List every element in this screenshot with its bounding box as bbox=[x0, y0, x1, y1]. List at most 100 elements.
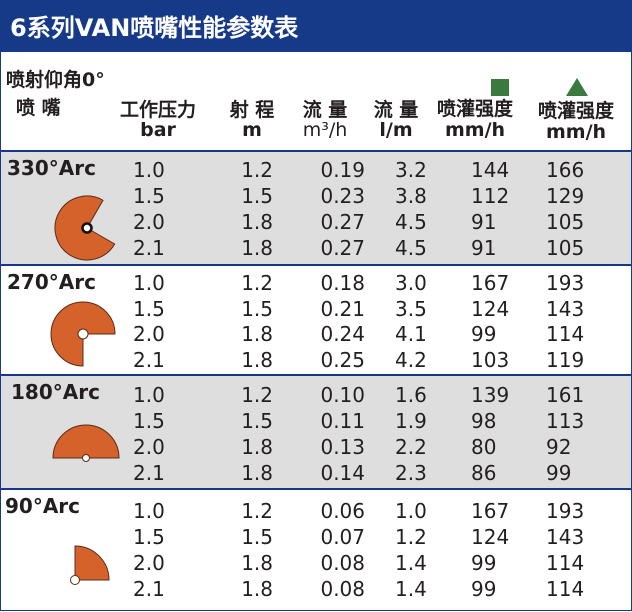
radius-cell: 1.5 bbox=[241, 409, 273, 433]
precip-square-header: 喷灌强度 bbox=[436, 98, 513, 120]
precip-square-cell: 80 bbox=[471, 435, 497, 459]
pressure-cell: 2.0 bbox=[133, 210, 165, 234]
green-triangle-icon bbox=[566, 78, 588, 96]
flow-lm-cell: 3.8 bbox=[395, 184, 427, 208]
radius-cell: 1.8 bbox=[241, 210, 273, 234]
precip-triangle-cell: 119 bbox=[546, 348, 585, 372]
trajectory-label: 喷射仰角0° bbox=[6, 69, 105, 91]
table-row: 1.5 1.5 0.21 3.5 124 143 bbox=[1, 296, 631, 322]
table-row: 1.0 1.2 0.10 1.6 139 161 bbox=[1, 382, 631, 408]
radius-cell: 1.8 bbox=[241, 551, 273, 575]
precip-square-cell: 98 bbox=[471, 409, 497, 433]
flow-lm-cell: 1.4 bbox=[395, 551, 427, 575]
arc-label: 180°Arc bbox=[11, 380, 100, 404]
precip-triangle-cell: 105 bbox=[546, 236, 585, 260]
arc-label: 330°Arc bbox=[7, 156, 96, 180]
pressure-cell: 2.0 bbox=[133, 551, 165, 575]
flow-m3-cell: 0.27 bbox=[320, 210, 365, 234]
precip-square-cell: 99 bbox=[471, 322, 497, 346]
section-270: 270°Arc 1.0 1.2 0.18 3.0 167 193 1.5 1.5… bbox=[1, 266, 631, 374]
pressure-cell: 1.0 bbox=[133, 158, 165, 182]
radius-cell: 1.8 bbox=[241, 236, 273, 260]
table-row: 1.0 1.2 0.06 1.0 167 193 bbox=[1, 498, 631, 524]
precip-triangle-cell: 114 bbox=[546, 577, 585, 601]
nozzle-header: 喷 嘴 bbox=[16, 97, 61, 119]
precip-triangle-cell: 166 bbox=[546, 158, 585, 182]
precip-square-cell: 91 bbox=[471, 210, 497, 234]
precip-square-cell: 139 bbox=[471, 383, 510, 407]
section-divider bbox=[1, 374, 631, 376]
table-row: 2.1 1.8 0.27 4.5 91 105 bbox=[1, 235, 631, 261]
precip-triangle-header: 喷灌强度 bbox=[537, 100, 614, 122]
flow-lm-cell: 1.4 bbox=[395, 577, 427, 601]
precip-square-cell: 144 bbox=[471, 158, 510, 182]
arc-270-icon bbox=[50, 301, 116, 367]
flow-lm-cell: 1.9 bbox=[395, 409, 427, 433]
precip-square-cell: 167 bbox=[471, 271, 510, 295]
flow-m3-unit: m³/h bbox=[302, 119, 348, 141]
arc-label: 90°Arc bbox=[5, 494, 81, 518]
flow-lm-cell: 3.5 bbox=[395, 297, 427, 321]
flow-lm-cell: 2.2 bbox=[395, 435, 427, 459]
precip-triangle-unit: mm/h bbox=[545, 121, 607, 143]
pressure-cell: 2.1 bbox=[133, 236, 165, 260]
flow-lm-cell: 1.0 bbox=[395, 499, 427, 523]
flow-m3-cell: 0.27 bbox=[320, 236, 365, 260]
flow-m3-cell: 0.25 bbox=[320, 348, 365, 372]
flow-m3-cell: 0.07 bbox=[320, 525, 365, 549]
precip-square-cell: 124 bbox=[471, 525, 510, 549]
pressure-cell: 2.0 bbox=[133, 322, 165, 346]
flow-m3-cell: 0.23 bbox=[320, 184, 365, 208]
arc-label: 270°Arc bbox=[7, 270, 96, 294]
arc-330-icon bbox=[54, 195, 116, 261]
section-330: 330°Arc 1.0 1.2 0.19 3.2 144 166 1.5 1.5… bbox=[1, 152, 631, 264]
flow-lm-cell: 2.3 bbox=[395, 461, 427, 485]
flow-m3-header: 流 量 bbox=[302, 99, 348, 121]
pressure-cell: 1.0 bbox=[133, 383, 165, 407]
table-row: 2.0 1.8 0.24 4.1 99 114 bbox=[1, 321, 631, 347]
precip-square-cell: 91 bbox=[471, 236, 497, 260]
flow-m3-cell: 0.08 bbox=[320, 577, 365, 601]
arc-90-icon bbox=[70, 545, 110, 585]
section-divider bbox=[1, 264, 631, 266]
precip-triangle-cell: 114 bbox=[546, 551, 585, 575]
table-row: 2.0 1.8 0.13 2.2 80 92 bbox=[1, 434, 631, 460]
flow-lm-cell: 1.2 bbox=[395, 525, 427, 549]
flow-lm-cell: 3.2 bbox=[395, 158, 427, 182]
precip-triangle-cell: 113 bbox=[546, 409, 585, 433]
radius-cell: 1.8 bbox=[241, 348, 273, 372]
radius-cell: 1.8 bbox=[241, 435, 273, 459]
precip-triangle-cell: 129 bbox=[546, 184, 585, 208]
flow-lm-header: 流 量 bbox=[373, 99, 419, 121]
flow-m3-cell: 0.11 bbox=[320, 409, 365, 433]
flow-m3-cell: 0.19 bbox=[320, 158, 365, 182]
title-bar: 6系列VAN喷嘴性能参数表 bbox=[0, 0, 632, 52]
pressure-cell: 2.1 bbox=[133, 348, 165, 372]
radius-header: 射 程 bbox=[229, 99, 275, 121]
pressure-cell: 1.0 bbox=[133, 271, 165, 295]
precip-triangle-cell: 161 bbox=[546, 383, 585, 407]
radius-cell: 1.2 bbox=[241, 158, 273, 182]
pressure-cell: 2.1 bbox=[133, 577, 165, 601]
flow-lm-cell: 4.2 bbox=[395, 348, 427, 372]
precip-square-cell: 167 bbox=[471, 499, 510, 523]
precip-square-cell: 99 bbox=[471, 577, 497, 601]
radius-cell: 1.5 bbox=[241, 184, 273, 208]
radius-unit: m bbox=[242, 119, 262, 141]
arc-180-icon bbox=[52, 424, 120, 462]
flow-m3-cell: 0.18 bbox=[320, 271, 365, 295]
pressure-cell: 1.5 bbox=[133, 297, 165, 321]
table-row: 2.0 1.8 0.27 4.5 91 105 bbox=[1, 209, 631, 235]
flow-m3-cell: 0.24 bbox=[320, 322, 365, 346]
flow-m3-cell: 0.14 bbox=[320, 461, 365, 485]
table-row: 2.0 1.8 0.08 1.4 99 114 bbox=[1, 550, 631, 576]
flow-m3-cell: 0.06 bbox=[320, 499, 365, 523]
radius-cell: 1.5 bbox=[241, 297, 273, 321]
pressure-header: 工作压力 bbox=[119, 99, 196, 121]
flow-lm-cell: 1.6 bbox=[395, 383, 427, 407]
pressure-cell: 1.5 bbox=[133, 525, 165, 549]
precip-triangle-cell: 143 bbox=[546, 525, 585, 549]
radius-cell: 1.2 bbox=[241, 499, 273, 523]
radius-cell: 1.8 bbox=[241, 461, 273, 485]
flow-lm-cell: 3.0 bbox=[395, 271, 427, 295]
